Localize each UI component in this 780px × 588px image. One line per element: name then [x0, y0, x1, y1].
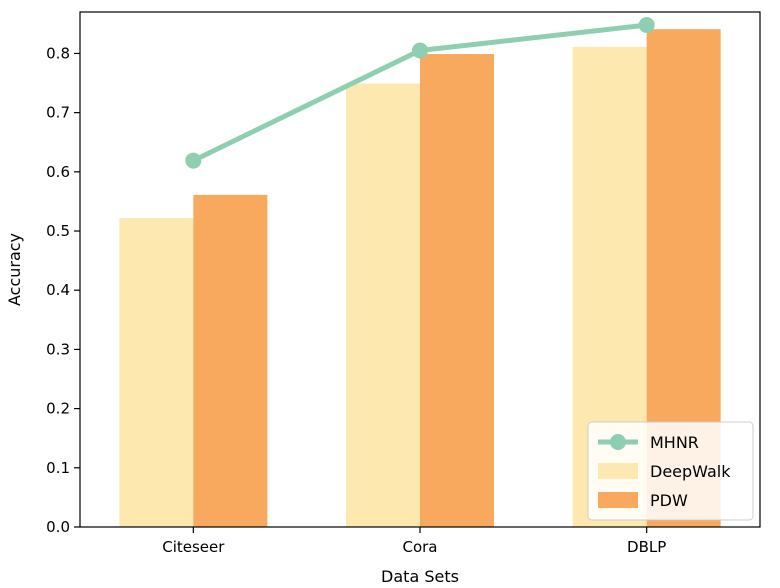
- bar-deepwalk-cora: [346, 83, 420, 527]
- x-tick-label-cora: Cora: [402, 538, 437, 556]
- x-axis: Citeseer Cora DBLP: [162, 527, 666, 556]
- bar-deepwalk-citeseer: [119, 218, 194, 527]
- y-tick-label: 0.1: [46, 459, 70, 477]
- y-tick-label: 0.4: [46, 281, 70, 299]
- y-axis: 0.0 0.1 0.2 0.3 0.4 0.5 0.6 0.7 0.8: [46, 44, 80, 536]
- y-tick-label: 0.2: [46, 400, 70, 418]
- y-tick-label: 0.6: [46, 163, 70, 181]
- marker-mhnr-dblp: [638, 17, 655, 34]
- y-tick-label: 0.5: [46, 222, 70, 240]
- legend: MHNR DeepWalk PDW: [587, 421, 754, 521]
- legend-label-pdw: PDW: [650, 491, 688, 510]
- legend-label-mhnr: MHNR: [650, 433, 699, 452]
- y-tick-label: 0.0: [46, 518, 70, 536]
- bar-pdw-cora: [420, 54, 494, 527]
- y-tick-label: 0.3: [46, 340, 70, 358]
- x-tick-label-dblp: DBLP: [627, 538, 666, 556]
- legend-marker-mhnr: [610, 434, 626, 450]
- line-layer: [185, 17, 655, 169]
- y-tick-label: 0.8: [46, 44, 70, 62]
- legend-label-deepwalk: DeepWalk: [650, 462, 731, 481]
- x-tick-label-citeseer: Citeseer: [162, 538, 225, 556]
- bars-layer: [119, 29, 721, 528]
- x-axis-label: Data Sets: [381, 567, 459, 586]
- y-tick-label: 0.7: [46, 104, 70, 122]
- marker-mhnr-citeseer: [185, 152, 202, 169]
- bar-pdw-citeseer: [193, 194, 268, 527]
- legend-swatch-deepwalk: [598, 463, 638, 479]
- y-axis-label: Accuracy: [5, 233, 24, 306]
- marker-mhnr-cora: [412, 42, 428, 59]
- legend-swatch-pdw: [598, 492, 638, 508]
